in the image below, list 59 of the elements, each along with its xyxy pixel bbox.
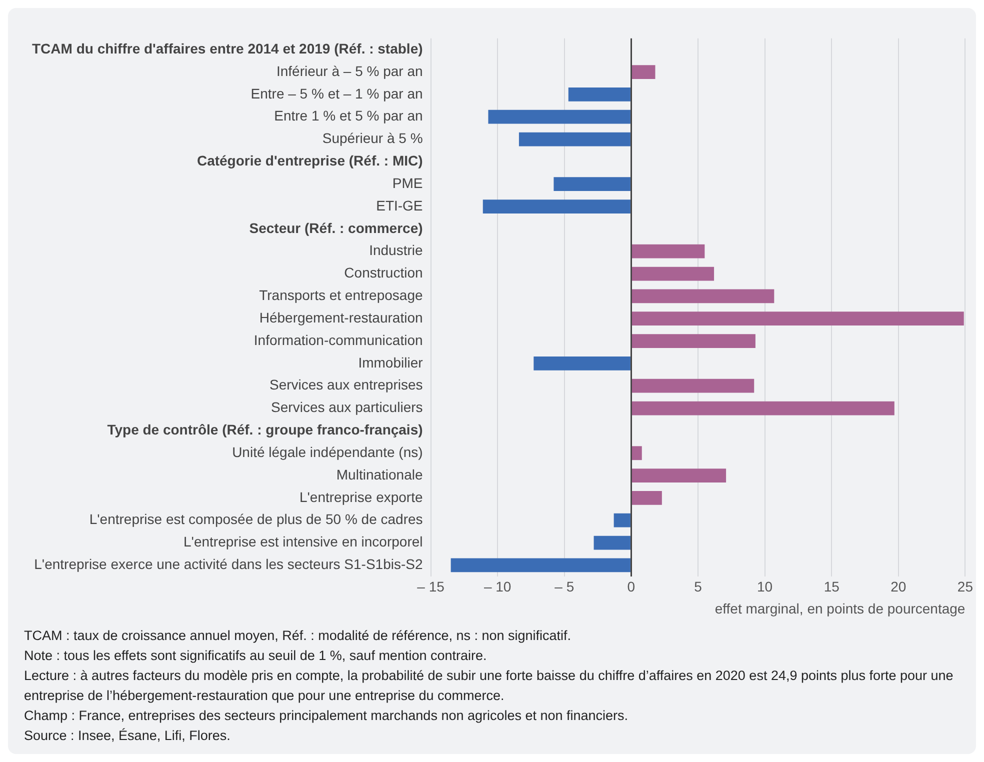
y-tick-label: ETI-GE xyxy=(376,197,423,214)
y-tick-label: Unité légale indépendante (ns) xyxy=(232,444,423,460)
bar xyxy=(632,334,756,348)
bar xyxy=(534,356,630,370)
y-tick-label: L'entreprise exporte xyxy=(299,488,423,505)
y-tick-label: Information-communication xyxy=(254,332,423,348)
x-tick-label: 25 xyxy=(957,578,974,595)
y-tick-label: L'entreprise est composée de plus de 50 % de cadres xyxy=(89,511,423,528)
bar xyxy=(594,536,630,550)
y-tick-label: Supérieur à 5 % xyxy=(322,130,423,146)
x-tick-label: 15 xyxy=(824,578,840,595)
y-tick-label: Immobilier xyxy=(358,354,424,370)
y-tick-label: PME xyxy=(392,174,423,191)
y-tick-label: Entre 1 % et 5 % par an xyxy=(274,108,423,124)
bar xyxy=(632,289,774,304)
y-tick-label: Multinationale xyxy=(336,466,423,482)
bar xyxy=(554,177,630,192)
bar xyxy=(614,513,630,528)
bar xyxy=(632,490,662,505)
bar xyxy=(632,312,964,326)
text: Note : tous les effets sont significatifs au seuil de 1 %, sauf mention contraire. xyxy=(24,647,488,665)
bar xyxy=(632,378,754,393)
x-tick-label: – 5 xyxy=(554,578,574,595)
text: Champ : France, entreprises des secteurs principalement marchands non agricoles et non financiers. xyxy=(24,707,630,725)
text: Lecture : à autres facteurs du modèle pris en compte, la probabilité de subir une forte baisse du chiffre d’affaires en 2020 est 24,9 points plus forte pour une entreprise de l’hébergement-restauration que pour une entreprise du commerce. xyxy=(24,667,954,705)
y-tick-label: L'entreprise est intensive en incorporel xyxy=(184,534,423,550)
bar xyxy=(568,87,630,102)
y-tick-label: Catégorie d'entreprise (Réf. : MIC) xyxy=(196,152,423,169)
y-tick-label: Secteur (Réf. : commerce) xyxy=(249,220,423,236)
bar xyxy=(632,401,894,416)
bar xyxy=(488,110,630,124)
bar xyxy=(482,200,630,214)
y-tick-label: TCAM du chiffre d'affaires entre 2014 et 2019 (Réf. : stable) xyxy=(32,40,423,56)
bar xyxy=(632,244,705,258)
x-tick-label: 10 xyxy=(757,578,773,595)
x-axis-title: effet marginal, en points de pourcentage xyxy=(714,600,966,616)
x-tick-label: 0 xyxy=(627,578,636,595)
y-tick-label: Industrie xyxy=(369,242,423,258)
y-tick-label: Type de contrôle (Réf. : groupe franco-français) xyxy=(107,422,423,438)
source-note: Source : Insee, Ésane, Lifi, Flores. xyxy=(24,727,232,745)
y-tick-label: Hébergement-restauration xyxy=(259,309,423,326)
bar xyxy=(450,558,630,572)
bar xyxy=(632,266,714,281)
y-tick-label: L'entreprise exerce une activité dans les secteurs S1-S1bis-S2 xyxy=(34,556,423,572)
bar xyxy=(632,468,726,482)
x-tick-label: – 15 xyxy=(417,578,445,595)
x-tick-label: 20 xyxy=(890,578,906,595)
x-tick-label: – 10 xyxy=(484,578,512,595)
y-tick-label: Entre – 5 % et – 1 % par an xyxy=(250,85,423,102)
bar xyxy=(632,446,642,460)
y-tick-label: Inférieur à – 5 % par an xyxy=(276,62,423,79)
text: TCAM : taux de croissance annuel moyen, Réf. : modalité de référence, ns : non significatif. xyxy=(24,627,572,645)
y-tick-label: Services aux entreprises xyxy=(269,376,423,393)
x-tick-label: 5 xyxy=(694,578,702,595)
y-tick-label: Construction xyxy=(344,264,423,281)
bar xyxy=(518,132,630,146)
y-tick-label: Services aux particuliers xyxy=(271,399,423,416)
bar xyxy=(632,65,656,79)
y-tick-label: Transports et entreposage xyxy=(259,287,423,304)
